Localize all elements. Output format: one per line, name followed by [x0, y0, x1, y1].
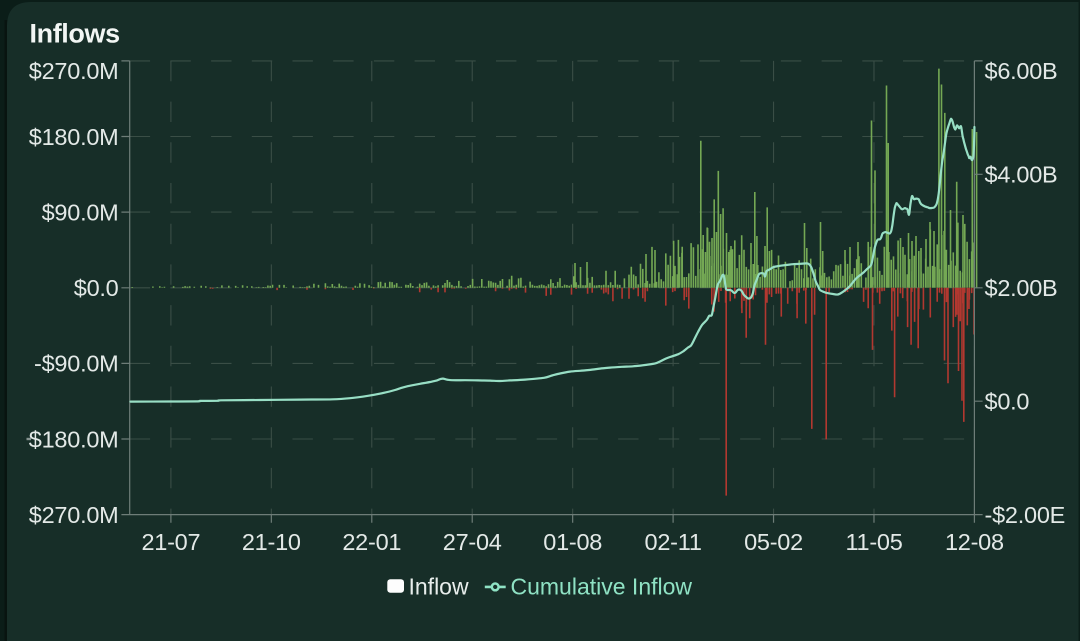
svg-text:Inflow: Inflow: [409, 573, 469, 599]
svg-text:$0.0: $0.0: [74, 275, 119, 301]
svg-text:22-01: 22-01: [342, 529, 401, 555]
svg-text:02-11: 02-11: [645, 529, 702, 555]
svg-text:$180.0M: $180.0M: [29, 426, 119, 452]
svg-text:$6.00B: $6.00B: [985, 58, 1058, 84]
svg-text:11-05: 11-05: [845, 529, 902, 555]
svg-text:$0.0: $0.0: [985, 389, 1030, 415]
svg-text:-$90.0M: -$90.0M: [34, 351, 118, 377]
svg-text:21-10: 21-10: [242, 529, 301, 555]
svg-text:-$2.00E: -$2.00E: [985, 502, 1066, 528]
svg-text:$270.0M: $270.0M: [29, 502, 119, 528]
svg-text:01-08: 01-08: [543, 529, 602, 555]
svg-text:$2.00B: $2.00B: [985, 275, 1058, 301]
svg-text:Inflows: Inflows: [30, 19, 120, 49]
svg-text:21-07: 21-07: [141, 529, 200, 555]
svg-text:12-08: 12-08: [945, 529, 1004, 555]
svg-text:27-04: 27-04: [443, 529, 502, 555]
svg-text:$90.0M: $90.0M: [42, 199, 119, 225]
svg-text:05-02: 05-02: [744, 529, 803, 555]
svg-text:$4.00B: $4.00B: [985, 162, 1058, 188]
svg-text:Cumulative Inflow: Cumulative Inflow: [511, 573, 693, 599]
svg-text:$180.0M: $180.0M: [29, 124, 119, 150]
svg-text:$270.0M: $270.0M: [29, 58, 119, 84]
